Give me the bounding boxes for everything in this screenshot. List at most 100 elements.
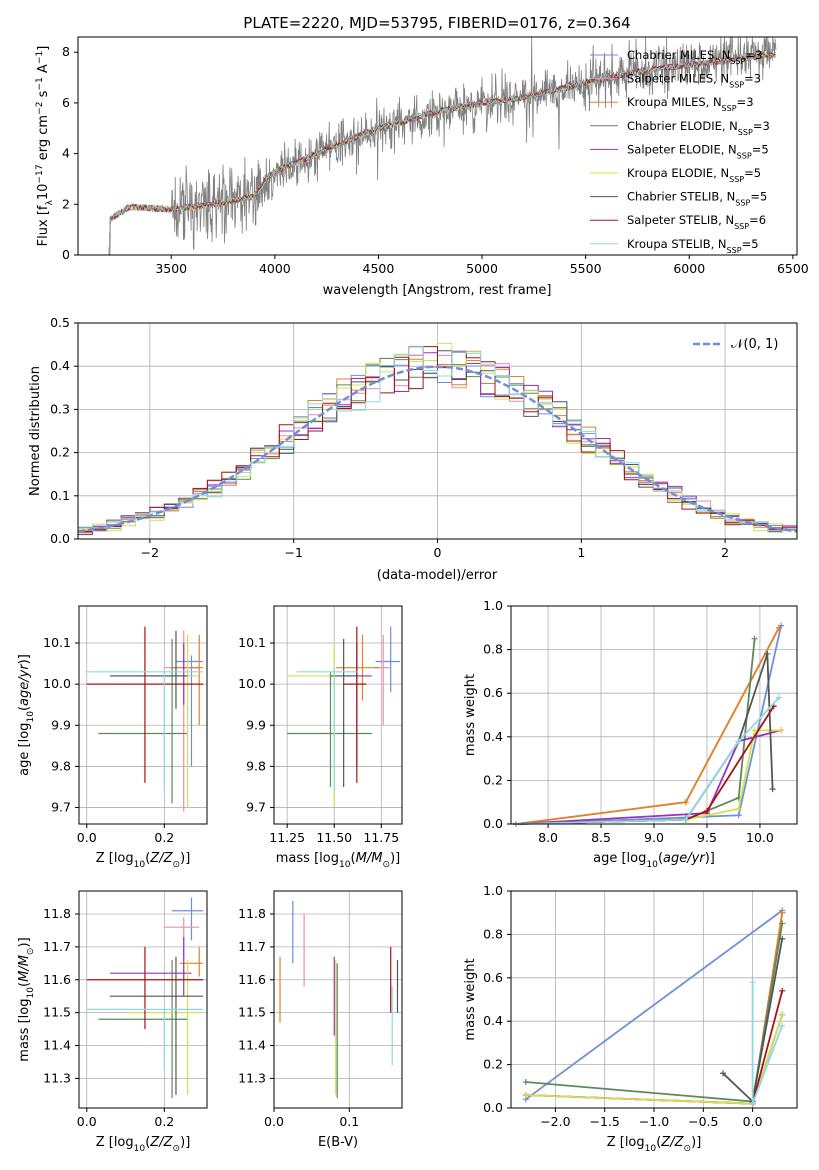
residual-xlabel: (data-model)/error — [377, 568, 498, 583]
ytick-label: 11.5 — [43, 1005, 71, 1020]
ytick-label: 0.4 — [483, 729, 503, 744]
weight-line-chabrier-miles — [516, 625, 782, 825]
weight-marker — [522, 1078, 529, 1085]
xtick-label: 0.0 — [77, 830, 97, 845]
histogram-salpeter-stelib — [78, 346, 797, 533]
weight-marker — [779, 987, 786, 994]
xtick-label: 0.1 — [339, 1114, 359, 1129]
ytick-label: 11.4 — [43, 1038, 71, 1053]
weight-marker — [720, 1070, 727, 1077]
residual-ytick: 0.4 — [50, 358, 70, 373]
weight-marker — [735, 738, 742, 745]
spectrum-xtick: 6500 — [777, 261, 809, 276]
ytick-label: 1.0 — [483, 883, 503, 898]
xtick-label: 8.5 — [591, 830, 611, 845]
panel-xlabel: E(B-V) — [318, 1135, 358, 1150]
weight-marker — [779, 1011, 786, 1018]
spectrum-legend-label: Kroupa STELIB, NSSP=5 — [627, 237, 759, 255]
xtick-label: −1.0 — [639, 1114, 669, 1129]
residual-xtick: 2 — [721, 545, 729, 560]
spectrum-ytick: 0 — [62, 247, 70, 262]
panel-xlabel: Z [log10(Z/Z⊙)] — [607, 1135, 702, 1154]
weight-marker — [751, 635, 758, 642]
spectrum-legend-label: Salpeter ELODIE, NSSP=5 — [627, 142, 769, 160]
weight-marker — [779, 909, 786, 916]
xtick-label: 11.75 — [363, 830, 399, 845]
weight-marker — [775, 694, 782, 701]
spectrum-legend-label: Chabrier MILES, NSSP=3 — [627, 48, 762, 66]
ytick-label: 9.8 — [246, 758, 266, 773]
ytick-label: 0.4 — [483, 1013, 503, 1028]
ytick-label: 0.8 — [483, 642, 503, 657]
spectrum-legend-label: Kroupa ELODIE, NSSP=5 — [627, 166, 761, 184]
spectrum-legend-label: Chabrier STELIB, NSSP=5 — [627, 190, 767, 208]
ytick-label: 11.3 — [43, 1070, 71, 1085]
residual-ytick: 0.5 — [50, 315, 70, 330]
spectrum-xtick: 3500 — [155, 261, 187, 276]
spectrum-xtick: 6000 — [673, 261, 705, 276]
residual-legend: 𝒩(0, 1) — [693, 337, 778, 352]
figure-title: PLATE=2220, MJD=53795, FIBERID=0176, z=0… — [243, 14, 630, 32]
xtick-label: 8.0 — [538, 830, 558, 845]
xtick-label: 0.0 — [743, 1114, 763, 1129]
weight-vs-age-panel: 8.0 8.5 9.0 9.5 10.0 0.0 0.2 0.4 0.6 0.8 1.0 age [l… — [463, 598, 798, 870]
weight-marker — [735, 805, 742, 812]
model-spectrum-kroupa-stelib — [108, 53, 776, 256]
ytick-label: 10.0 — [238, 676, 266, 691]
xtick-label: 9.0 — [644, 830, 664, 845]
ytick-label: 11.5 — [238, 1005, 266, 1020]
weight-line-kroupa-stelib — [516, 696, 780, 825]
model-spectrum-salpeter-stelib — [108, 51, 776, 256]
spectrum-xtick: 5000 — [466, 261, 498, 276]
normal-legend-label: 𝒩(0, 1) — [731, 337, 778, 352]
weight-marker — [764, 650, 771, 657]
panel-ylabel: mass weight — [463, 958, 478, 1040]
xtick-label: 9.5 — [697, 830, 717, 845]
spectrum-legend-label: Salpeter STELIB, NSSP=6 — [627, 213, 766, 231]
xtick-label: −0.5 — [688, 1114, 718, 1129]
xtick-label: −2.0 — [540, 1114, 570, 1129]
weight-vs-z-panel: −2.0 −1.5 −1.0 −0.5 0.0 0.0 0.2 0.4 0.6 0.8 1.0 Z [… — [463, 883, 798, 1154]
ytick-label: 11.4 — [238, 1038, 266, 1053]
ytick-label: 0.0 — [483, 1100, 503, 1115]
panel-xlabel: Z [log10(Z/Z⊙)] — [96, 1135, 191, 1154]
xtick-label: 11.25 — [269, 830, 305, 845]
ytick-label: 11.3 — [238, 1070, 266, 1085]
spectrum-panel: 3500 4000 4500 5000 5500 6000 6500 0 2 4 6 8 wavele… — [35, 35, 809, 298]
ytick-label: 0.2 — [483, 772, 503, 787]
residual-xtick: 0 — [434, 545, 442, 560]
panel-ylabel: age [log10(age/yr)] — [17, 654, 36, 776]
xtick-label: 11.50 — [316, 830, 352, 845]
residual-xtick: −2 — [141, 545, 159, 560]
residual-xtick: −1 — [284, 545, 302, 560]
xtick-label: −1.5 — [590, 1114, 620, 1129]
observed-spectrum — [108, 35, 777, 256]
histogram-chabrier-stelib — [78, 350, 797, 536]
weight-marker — [703, 807, 710, 814]
spectrum-ytick: 2 — [62, 196, 70, 211]
ytick-label: 10.1 — [238, 635, 266, 650]
ytick-label: 9.9 — [51, 717, 71, 732]
panel-ylabel: mass [log10(M/M⊙)] — [17, 937, 36, 1061]
ytick-label: 0.0 — [483, 816, 503, 831]
ytick-label: 10.0 — [43, 676, 71, 691]
xtick-label: 10.0 — [746, 830, 774, 845]
residual-xtick: 1 — [577, 545, 585, 560]
weight-marker — [779, 920, 786, 927]
spectrum-ytick: 4 — [62, 146, 70, 161]
ytick-label: 0.6 — [483, 685, 503, 700]
panel-ylabel: mass weight — [463, 674, 478, 756]
weight-marker — [749, 1100, 756, 1107]
spectrum-ylabel: Flux [fλ10−17 erg cm−2 s−1 A−1] — [35, 46, 55, 247]
weight-marker — [769, 786, 776, 793]
ytick-label: 11.7 — [43, 939, 71, 954]
weight-marker — [751, 727, 758, 734]
xtick-label: 0.2 — [154, 830, 174, 845]
weight-marker — [682, 816, 689, 823]
ytick-label: 0.2 — [483, 1057, 503, 1072]
weight-line-salpeter-stelib — [751, 990, 784, 1104]
histogram-kroupa-stelib — [78, 345, 797, 533]
ytick-label: 11.8 — [238, 906, 266, 921]
mass-vs-ebv-panel: 0.0 0.1 11.3 11.4 11.5 11.6 11.7 11.8 E(B-V) — [238, 890, 403, 1150]
weight-line-salpeter-elodie — [516, 729, 782, 825]
